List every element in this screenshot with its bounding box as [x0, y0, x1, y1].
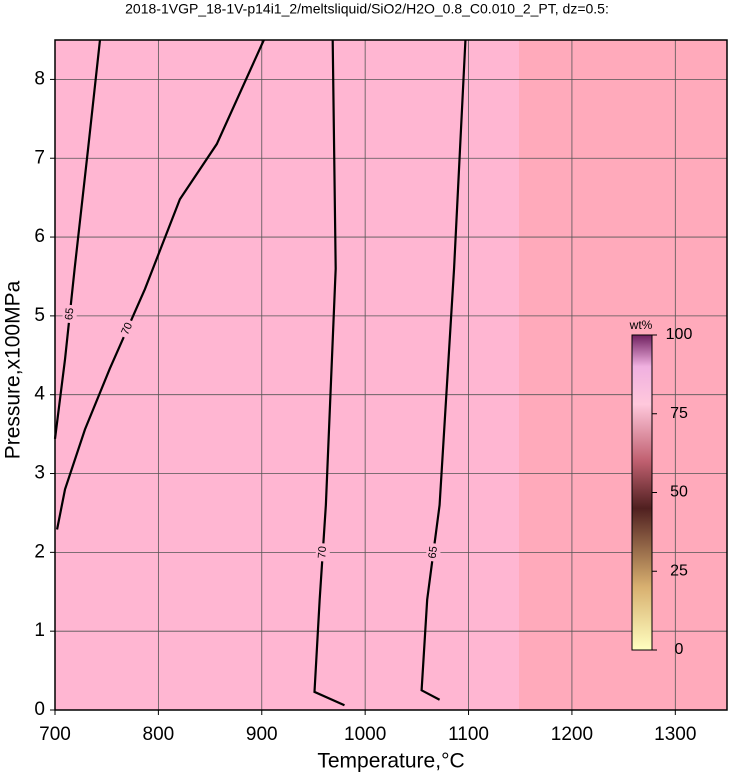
contour-line	[53, 39, 102, 439]
contour-label-bg	[117, 317, 138, 340]
colorbar-tick-label: 25	[670, 562, 688, 579]
y-tick-label: 5	[34, 305, 45, 326]
colorbar	[631, 334, 653, 651]
plot-background	[519, 40, 727, 710]
y-tick-label: 2	[34, 541, 45, 562]
colorbar-title: wt%	[629, 318, 653, 332]
plot-frame	[54, 39, 728, 711]
x-tick-label: 700	[39, 724, 71, 745]
contour-label: 70	[316, 546, 329, 559]
contour-label-bg	[425, 542, 442, 563]
x-axis-label: Temperature,°C	[317, 750, 464, 773]
chart-title: 2018-1VGP_18-1V-p14i1_2/meltsliquid/SiO2…	[125, 1, 609, 17]
y-tick-label: 1	[34, 620, 45, 641]
y-tick-label: 7	[34, 147, 45, 168]
contour-label-bg	[315, 542, 331, 562]
x-tick-label: 1300	[654, 724, 696, 745]
colorbar-tick-label: 0	[675, 641, 684, 658]
contour-label: 65	[427, 545, 440, 559]
colorbar-tick-label: 100	[666, 326, 693, 343]
x-tick-label: 1200	[551, 724, 593, 745]
x-tick-label: 800	[143, 724, 175, 745]
y-tick-label: 4	[34, 384, 45, 405]
colorbar-tick-label: 75	[670, 405, 688, 422]
x-tick-label: 1100	[448, 724, 489, 745]
y-tick-label: 0	[34, 699, 45, 720]
contour-label: 65	[63, 307, 76, 320]
contour-label-bg	[61, 304, 78, 324]
colorbar-tick-label: 50	[670, 484, 688, 501]
x-tick-label: 1000	[344, 724, 386, 745]
y-tick-label: 3	[34, 463, 45, 484]
y-tick-label: 6	[34, 226, 45, 247]
contour-label: 70	[119, 321, 135, 337]
y-axis-label: Pressure,x100MPa	[2, 280, 25, 459]
plot-area: 70 65 70 65	[53, 39, 727, 711]
y-tick-label: 8	[34, 68, 45, 89]
x-tick-label: 900	[246, 724, 278, 745]
